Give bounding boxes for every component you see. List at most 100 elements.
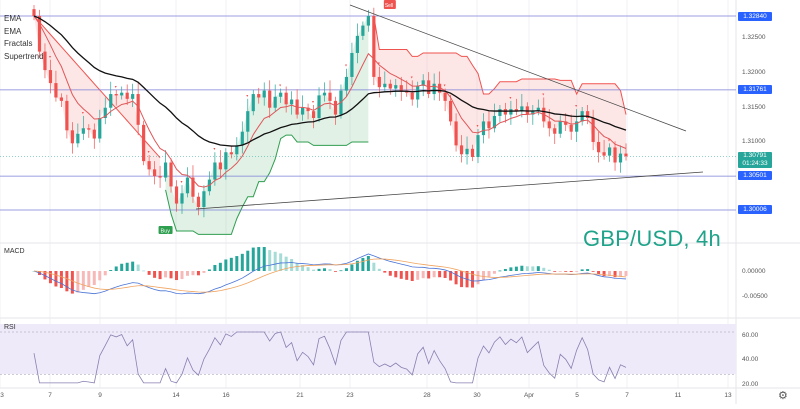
candle-body: [547, 121, 551, 129]
candle-body: [328, 92, 332, 101]
candle-body: [618, 153, 623, 163]
legend-ema-1[interactable]: EMA: [4, 14, 22, 23]
candle-body: [531, 111, 535, 115]
descending-trendline: [349, 4, 687, 132]
ema-slow-line: [33, 15, 627, 147]
candle-body: [131, 94, 135, 99]
macd-histogram-bar: [564, 271, 568, 272]
macd-histogram-bar: [591, 271, 595, 272]
macd-histogram-bar: [114, 266, 118, 271]
fractal-up-marker: ▾: [115, 84, 117, 89]
time-tick: 3: [0, 392, 4, 399]
candle-body: [59, 97, 64, 101]
macd-histogram-bar: [514, 266, 518, 271]
candle-body: [65, 100, 69, 131]
macd-histogram-bar: [410, 271, 414, 282]
candle-body: [421, 80, 425, 86]
macd-histogram-bar: [273, 251, 277, 271]
candle-body: [569, 124, 573, 132]
candle-body: [136, 94, 140, 125]
candle-body: [322, 92, 327, 96]
rsi-line: [33, 331, 627, 384]
candle-body: [109, 94, 113, 108]
price-level-tag: 1.32840: [738, 12, 772, 21]
legend-fractals[interactable]: Fractals: [4, 39, 33, 48]
candle-body: [311, 111, 316, 118]
candle-body: [185, 177, 190, 194]
candle-body: [262, 90, 266, 98]
macd-histogram-bar: [262, 247, 266, 271]
candle-body: [443, 92, 447, 101]
legend-ema-2[interactable]: EMA: [4, 26, 22, 36]
time-tick: 23: [346, 392, 354, 399]
candle-body: [438, 83, 442, 93]
fractal-up-marker: ▾: [542, 91, 544, 96]
macd-histogram-bar: [103, 271, 107, 276]
rsi-pane-label[interactable]: RSI: [4, 324, 16, 331]
fractal-up-marker: ▾: [49, 54, 51, 59]
candle-body: [613, 147, 617, 163]
legend-supertrend[interactable]: Supertrend: [4, 51, 44, 61]
macd-histogram-bar: [48, 271, 52, 284]
macd-histogram-bar: [377, 268, 381, 271]
macd-histogram-bar: [81, 271, 85, 290]
macd-histogram-bar: [602, 271, 606, 277]
candle-body: [470, 148, 475, 158]
macd-histogram-bar: [350, 264, 354, 271]
candle-body: [180, 193, 184, 204]
macd-histogram-bar: [388, 271, 392, 276]
fractal-up-marker: ▾: [312, 99, 314, 104]
candle-body: [448, 100, 453, 122]
macd-histogram-bar: [575, 271, 579, 272]
buy-signal-badge: [158, 226, 173, 234]
time-tick: Apr: [523, 392, 535, 399]
macd-histogram-bar: [394, 271, 398, 278]
macd-histogram-bar: [597, 271, 601, 275]
candle-body: [114, 94, 118, 96]
supertrend-line-up: [165, 134, 369, 235]
candle-body: [196, 196, 201, 207]
time-tick: 28: [423, 392, 431, 399]
live-price: 1.30791: [743, 152, 767, 159]
macd-pane-label[interactable]: MACD: [4, 248, 25, 255]
candle-body: [344, 76, 349, 91]
fractal-up-marker: ▾: [378, 61, 380, 66]
macd-histogram-bar: [339, 270, 343, 272]
macd-histogram-bar: [185, 271, 189, 276]
price-level-tag: 1.30006: [738, 205, 772, 214]
macd-histogram-bar: [372, 262, 376, 271]
fractal-up-marker: ▾: [608, 137, 610, 142]
candle-body: [300, 107, 305, 115]
macd-histogram-bar: [383, 271, 387, 273]
macd-histogram-bar: [405, 271, 409, 280]
candle-body: [213, 162, 217, 180]
macd-histogram-bar: [54, 271, 58, 287]
macd-histogram-bar: [218, 262, 222, 271]
fractal-up-marker: ▾: [82, 110, 84, 115]
macd-histogram-bar: [323, 268, 327, 271]
macd-histogram-bar: [460, 271, 464, 288]
macd-histogram-bar: [131, 261, 135, 271]
candle-body: [432, 83, 436, 95]
candle-body: [520, 106, 524, 112]
macd-histogram-bar: [202, 271, 206, 273]
candle-body: [366, 16, 370, 26]
macd-histogram-bar: [399, 271, 403, 279]
candle-body: [388, 83, 392, 89]
ascending-trendline: [195, 171, 704, 210]
price-tick: 1.32000: [742, 69, 766, 76]
buy-signal-label: Buy: [161, 229, 171, 235]
price-tick: 1.32500: [742, 34, 766, 41]
macd-histogram-bar: [487, 271, 491, 278]
macd-histogram-bar: [65, 271, 69, 292]
macd-histogram-bar: [284, 256, 288, 271]
settings-gear-icon[interactable]: ⚙: [778, 390, 788, 402]
macd-histogram-bar: [213, 264, 217, 271]
candle-body: [142, 124, 146, 162]
macd-histogram-bar: [312, 269, 316, 271]
macd-histogram-bar: [344, 268, 348, 271]
macd-histogram-bar: [366, 255, 370, 271]
candle-body: [279, 92, 283, 97]
supertrend-fill-down: [34, 16, 161, 178]
